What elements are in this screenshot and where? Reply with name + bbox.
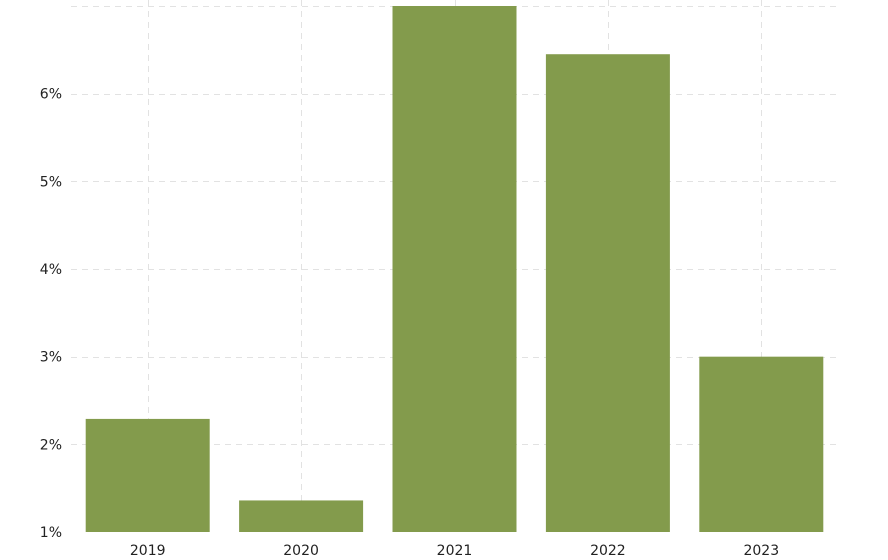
bar-2019[interactable] — [85, 418, 210, 532]
bars-group — [85, 6, 824, 532]
y-axis-tick-labels: 1% 2% 3% 4% 5% 6% — [40, 87, 62, 541]
x-tick-label: 2021 — [437, 543, 473, 559]
bar-2023[interactable] — [699, 356, 824, 532]
x-tick-label: 2019 — [130, 543, 166, 559]
y-tick-label: 2% — [40, 437, 62, 453]
y-tick-label: 6% — [40, 87, 62, 103]
y-tick-label: 1% — [40, 525, 62, 541]
x-tick-label: 2023 — [743, 543, 779, 559]
y-tick-label: 3% — [40, 350, 62, 366]
bar-2022[interactable] — [545, 54, 670, 532]
x-tick-label: 2022 — [590, 543, 626, 559]
bar-2021[interactable] — [392, 6, 517, 532]
x-axis-tick-labels: 2019 2020 2021 2022 2023 — [130, 543, 779, 559]
y-tick-label: 5% — [40, 174, 62, 190]
bar-2020[interactable] — [239, 500, 364, 532]
y-tick-label: 4% — [40, 262, 62, 278]
x-tick-label: 2020 — [283, 543, 319, 559]
